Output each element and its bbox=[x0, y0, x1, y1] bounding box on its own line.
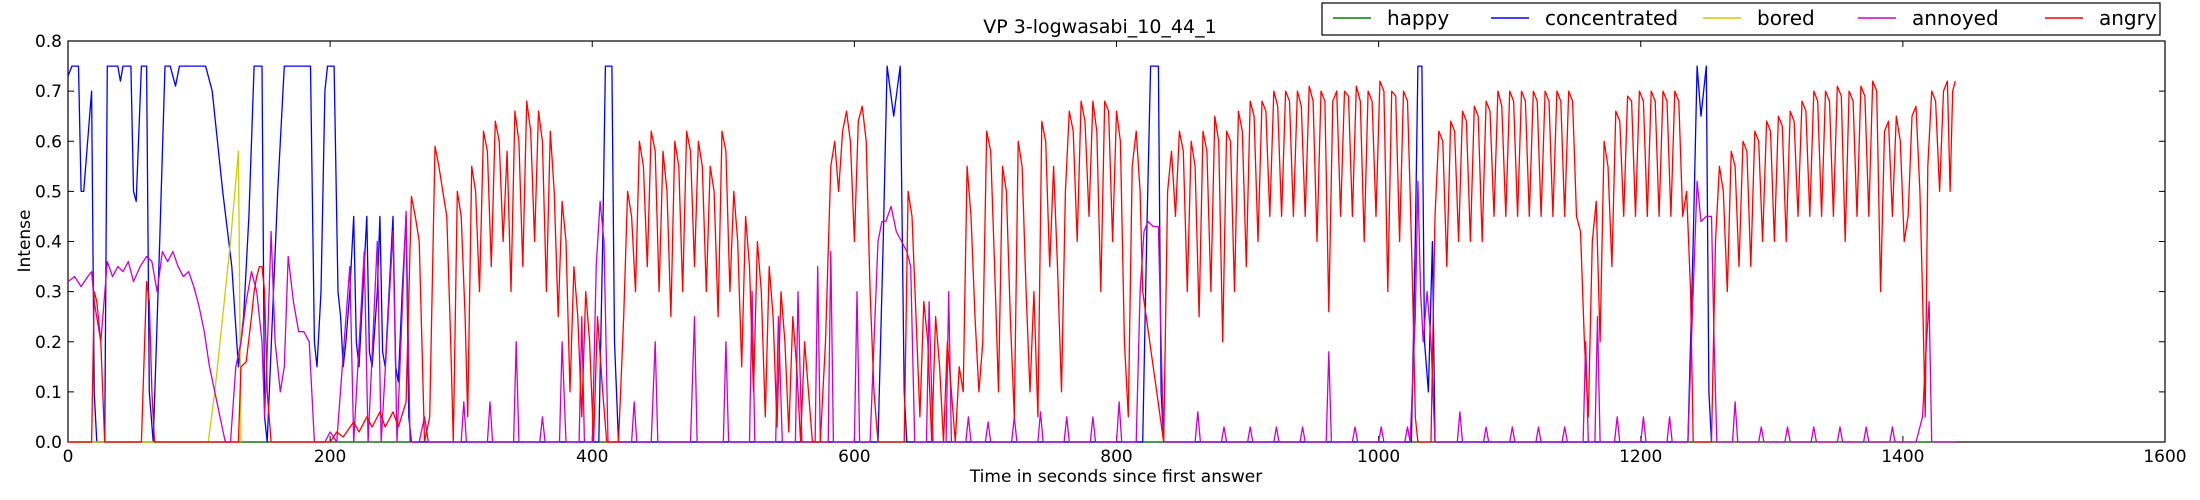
series-line-angry bbox=[68, 80, 1956, 443]
chart-title: VP 3-logwasabi_10_44_1 bbox=[983, 16, 1216, 38]
y-axis-ticks: 0.0 0.1 0.2 0.3 0.4 0.5 0.6 0.7 0.8 bbox=[35, 32, 2165, 453]
y-tick-label: 0.1 bbox=[35, 383, 62, 403]
x-tick-label: 0 bbox=[63, 447, 74, 467]
y-axis-label: Intense bbox=[15, 209, 35, 272]
legend-label-happy: happy bbox=[1387, 6, 1449, 30]
legend-label-annoyed: annoyed bbox=[1912, 6, 1999, 30]
x-tick-label: 800 bbox=[1100, 447, 1132, 467]
x-tick-label: 1600 bbox=[2143, 447, 2186, 467]
y-tick-label: 0.5 bbox=[35, 182, 62, 202]
series-line-concentrated bbox=[67, 65, 1713, 443]
x-tick-label: 200 bbox=[314, 447, 346, 467]
series-line-bored bbox=[68, 150, 242, 443]
legend: happy concentrated bored annoyed angry bbox=[1321, 2, 2161, 36]
x-tick-label: 1000 bbox=[1357, 447, 1400, 467]
x-tick-label: 1400 bbox=[1881, 447, 1924, 467]
x-axis-label: Time in seconds since first answer bbox=[969, 467, 1262, 487]
x-axis-ticks: 0 200 400 600 800 1000 1200 1400 1600 bbox=[63, 41, 2187, 467]
legend-box bbox=[1321, 2, 2161, 36]
legend-label-bored: bored bbox=[1757, 6, 1815, 30]
x-tick-label: 1200 bbox=[1619, 447, 1662, 467]
series-line-annoyed bbox=[67, 180, 1956, 443]
legend-label-concentrated: concentrated bbox=[1545, 6, 1678, 30]
series-lines bbox=[67, 65, 1956, 443]
y-tick-label: 0.2 bbox=[35, 333, 62, 353]
y-tick-label: 0.7 bbox=[35, 82, 62, 102]
x-tick-label: 400 bbox=[576, 447, 608, 467]
y-tick-label: 0.4 bbox=[35, 233, 62, 253]
y-tick-label: 0.6 bbox=[35, 132, 62, 152]
legend-label-angry: angry bbox=[2099, 6, 2157, 30]
x-tick-label: 600 bbox=[838, 447, 870, 467]
y-tick-label: 0.0 bbox=[35, 433, 62, 453]
y-tick-label: 0.3 bbox=[35, 283, 62, 303]
y-tick-label: 0.8 bbox=[35, 32, 62, 52]
